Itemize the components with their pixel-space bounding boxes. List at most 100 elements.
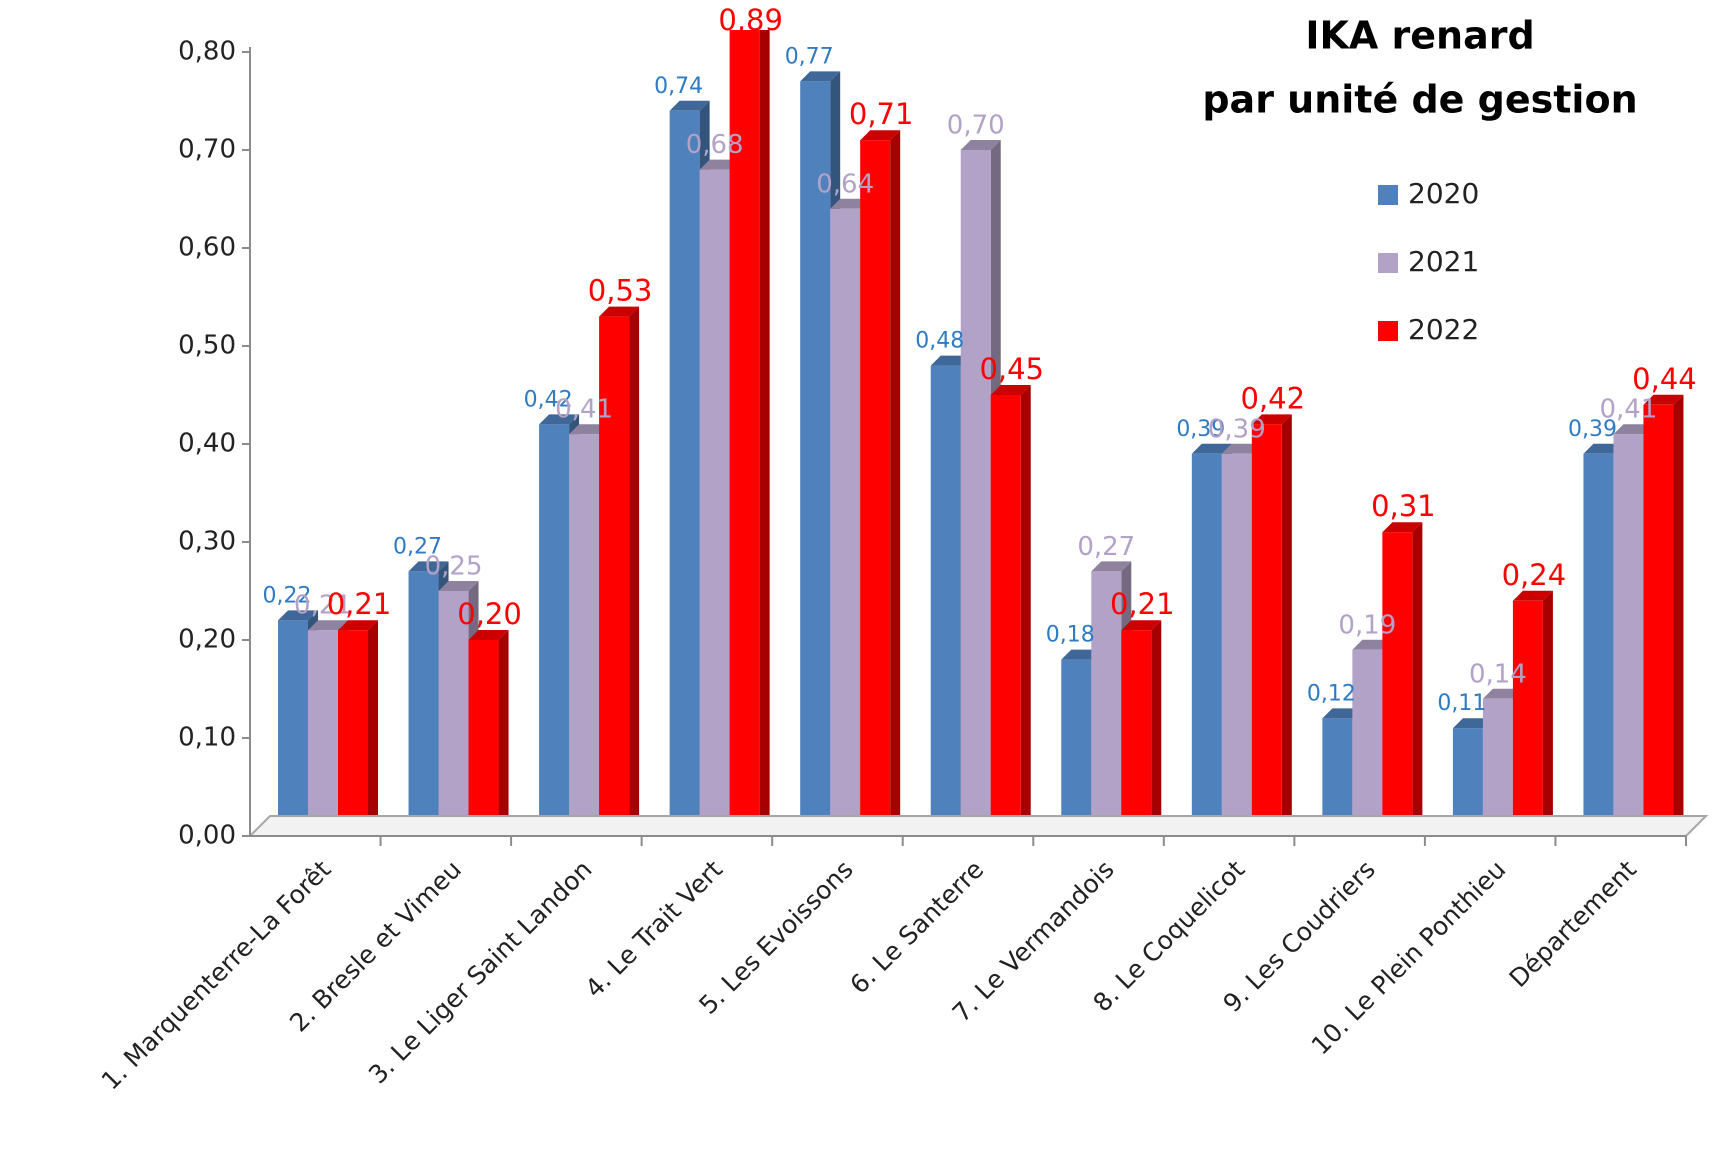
- x-tick-label: 4. Le Trait Vert: [580, 855, 729, 1004]
- legend-label: 2021: [1408, 245, 1479, 278]
- value-label: 0,21: [327, 587, 392, 621]
- value-label: 0,41: [555, 395, 613, 425]
- legend-swatch: [1378, 321, 1398, 341]
- bar: [1643, 404, 1674, 836]
- bar: [408, 571, 439, 836]
- value-label: 0,39: [1568, 417, 1617, 442]
- legend-swatch: [1378, 253, 1398, 273]
- bar-top: [308, 620, 348, 631]
- bar: [1382, 532, 1413, 836]
- bar: [539, 424, 570, 836]
- value-label: 0,44: [1632, 362, 1697, 396]
- bar-top: [539, 414, 580, 425]
- bar: [1221, 453, 1252, 836]
- value-label: 0,77: [785, 44, 834, 69]
- y-tick-label: 0,70: [178, 135, 236, 165]
- bar: [1583, 453, 1614, 836]
- x-tick-label: 3. Le Liger Saint Landon: [363, 855, 598, 1090]
- bar: [860, 140, 891, 836]
- bar: [308, 630, 338, 836]
- bar-top: [1191, 443, 1232, 454]
- y-tick-label: 0,40: [178, 429, 236, 459]
- bar: [1121, 630, 1152, 836]
- value-label: 0,41: [1600, 395, 1658, 425]
- floor: [247, 815, 1709, 837]
- bar-top: [669, 100, 710, 111]
- value-label: 0,11: [1437, 691, 1486, 716]
- bar-side: [759, 30, 770, 836]
- value-label: 0,22: [263, 583, 312, 608]
- legend-label: 2020: [1408, 177, 1479, 210]
- value-label: 0,21: [294, 591, 352, 621]
- value-label: 0,27: [1077, 532, 1135, 562]
- bar: [990, 395, 1021, 836]
- bar: [669, 110, 700, 837]
- bar-side: [368, 620, 378, 836]
- chart-title: par unité de gestion: [1202, 78, 1637, 122]
- bar-top: [278, 610, 318, 621]
- value-label: 0,25: [425, 552, 483, 582]
- value-label: 0,70: [947, 111, 1005, 141]
- bar: [1613, 434, 1644, 836]
- y-tick-label: 0,50: [178, 331, 236, 361]
- plot: [278, 30, 1684, 837]
- value-label: 0,71: [849, 97, 914, 131]
- bar-top: [468, 630, 509, 640]
- bar: [830, 208, 861, 837]
- bar: [1251, 424, 1282, 836]
- bar: [569, 434, 600, 836]
- value-label: 0,19: [1338, 610, 1396, 640]
- bar: [1482, 698, 1513, 836]
- bar: [599, 316, 630, 837]
- bar: [1352, 649, 1383, 836]
- value-label: 0,53: [588, 274, 653, 308]
- bar: [800, 81, 831, 836]
- bar: [960, 150, 991, 836]
- bar-side: [1542, 590, 1553, 836]
- legend-swatch: [1378, 185, 1398, 205]
- bar-side: [498, 630, 509, 836]
- y-tick-label: 0,30: [178, 527, 236, 557]
- value-label: 0,68: [686, 130, 744, 160]
- x-tick-label: 6. Le Santerre: [844, 855, 989, 1000]
- bar-side: [890, 130, 901, 836]
- bar-top: [800, 71, 841, 82]
- value-label: 0,18: [1046, 623, 1095, 648]
- value-label: 0,21: [1110, 587, 1175, 621]
- bar-top: [860, 130, 901, 141]
- bar-side: [1151, 620, 1162, 836]
- value-label: 0,14: [1469, 659, 1527, 689]
- bar-side: [629, 306, 640, 837]
- value-label: 0,31: [1371, 489, 1436, 523]
- bar: [1061, 659, 1092, 836]
- y-tick-label: 0,00: [178, 821, 236, 851]
- legend-label: 2022: [1408, 313, 1479, 346]
- y-tick-label: 0,20: [178, 625, 236, 655]
- bar-top: [1382, 522, 1423, 533]
- bar: [468, 640, 499, 836]
- value-label: 0,48: [915, 329, 964, 354]
- x-tick-label: 1. Marquenterre-La Forêt: [96, 855, 337, 1096]
- value-label: 0,89: [718, 3, 783, 37]
- bar: [1091, 571, 1122, 836]
- value-label: 0,39: [1176, 417, 1225, 442]
- value-label: 0,12: [1307, 681, 1356, 706]
- bar: [1512, 600, 1543, 836]
- value-label: 0,45: [979, 352, 1044, 386]
- value-label: 0,27: [393, 534, 442, 559]
- bar: [729, 30, 760, 837]
- bar: [338, 630, 368, 836]
- chart-title: IKA renard: [1305, 14, 1534, 58]
- bar: [278, 620, 308, 836]
- value-label: 0,42: [1241, 381, 1306, 415]
- bar-top: [960, 140, 1001, 150]
- bar-top: [438, 581, 479, 591]
- bar-top: [1643, 394, 1684, 405]
- bar-side: [1412, 522, 1423, 836]
- x-tick-label: Département: [1504, 855, 1642, 993]
- y-tick-label: 0,60: [178, 233, 236, 263]
- bar-top: [1091, 561, 1132, 572]
- bar-side: [1281, 414, 1292, 836]
- bar: [438, 591, 469, 836]
